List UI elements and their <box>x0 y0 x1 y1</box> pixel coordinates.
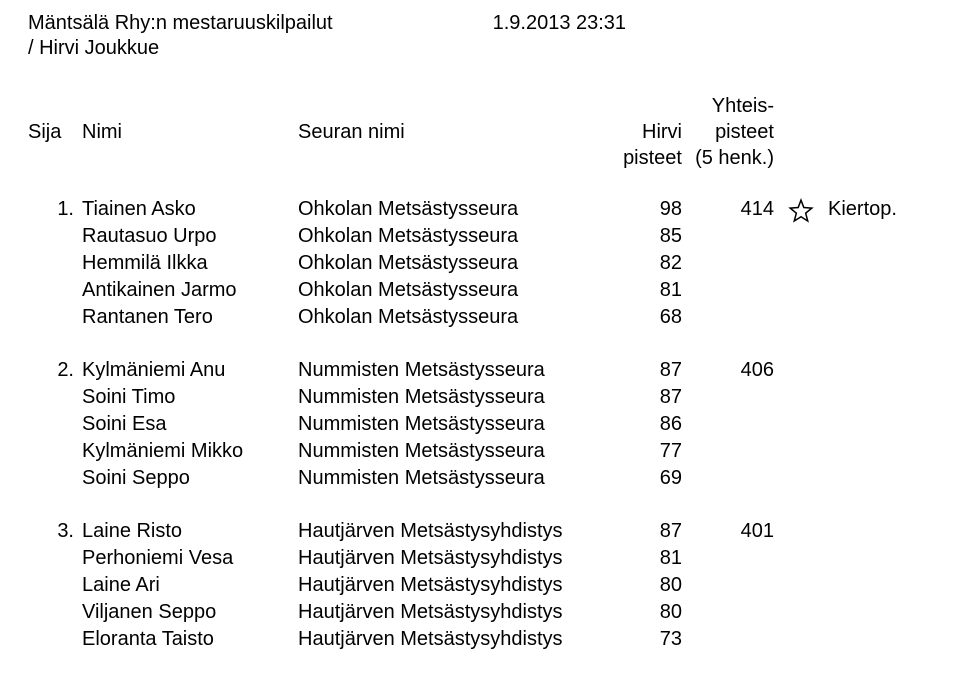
score-cell: 87 <box>612 520 682 543</box>
col-header-pisteet1: pisteet <box>612 147 682 170</box>
name-cell: Antikainen Jarmo <box>82 279 292 302</box>
col-header-yhteis: Yhteis- <box>694 95 774 118</box>
team-score-cell: 406 <box>694 359 774 382</box>
star-icon <box>788 198 814 224</box>
score-cell: 87 <box>612 359 682 382</box>
name-cell: Tiainen Asko <box>82 198 292 221</box>
club-cell: Hautjärven Metsästysyhdistys <box>298 520 598 543</box>
team-score-cell: 401 <box>694 520 774 543</box>
col-header-pisteet2: pisteet <box>694 121 774 144</box>
rank-cell: 3. <box>28 520 74 543</box>
result-row: 2. Kylmäniemi Anu Nummisten Metsästysseura… <box>28 359 931 386</box>
club-cell: Nummisten Metsästysseura <box>298 413 598 436</box>
note-cell: Kiertop. <box>828 198 928 221</box>
score-cell: 87 <box>612 386 682 409</box>
name-cell: Eloranta Taisto <box>82 628 292 651</box>
name-cell: Rantanen Tero <box>82 306 292 329</box>
club-cell: Ohkolan Metsästysseura <box>298 306 598 329</box>
col-header-nimi: Nimi <box>82 121 122 144</box>
score-cell: 81 <box>612 547 682 570</box>
name-cell: Kylmäniemi Mikko <box>82 440 292 463</box>
club-cell: Hautjärven Metsästysyhdistys <box>298 574 598 597</box>
result-row: Antikainen Jarmo Ohkolan Metsästysseura 81 <box>28 279 931 306</box>
club-cell: Ohkolan Metsästysseura <box>298 279 598 302</box>
score-cell: 85 <box>612 225 682 248</box>
result-row: Rantanen Tero Ohkolan Metsästysseura 68 <box>28 306 931 333</box>
score-cell: 82 <box>612 252 682 275</box>
club-cell: Ohkolan Metsästysseura <box>298 252 598 275</box>
col-header-sija: Sija <box>28 121 61 144</box>
score-cell: 77 <box>612 440 682 463</box>
name-cell: Laine Ari <box>82 574 292 597</box>
name-cell: Laine Risto <box>82 520 292 543</box>
name-cell: Hemmilä Ilkka <box>82 252 292 275</box>
page-root: Mäntsälä Rhy:n mestaruuskilpailut 1.9.20… <box>0 0 959 692</box>
result-row: Perhoniemi Vesa Hautjärven Metsästysyhdis… <box>28 547 931 574</box>
club-cell: Nummisten Metsästysseura <box>298 386 598 409</box>
club-cell: Hautjärven Metsästysyhdistys <box>298 601 598 624</box>
club-cell: Hautjärven Metsästysyhdistys <box>298 628 598 651</box>
result-row: Eloranta Taisto Hautjärven Metsästysyhdis… <box>28 628 931 655</box>
team-score-cell: 414 <box>694 198 774 221</box>
result-row: Hemmilä Ilkka Ohkolan Metsästysseura 82 <box>28 252 931 279</box>
club-cell: Nummisten Metsästysseura <box>298 467 598 490</box>
score-cell: 80 <box>612 601 682 624</box>
name-cell: Rautasuo Urpo <box>82 225 292 248</box>
result-row: 3. Laine Risto Hautjärven Metsästysyhdisty… <box>28 520 931 547</box>
club-cell: Ohkolan Metsästysseura <box>298 198 598 221</box>
result-row: Kylmäniemi Mikko Nummisten Metsästysseura… <box>28 440 931 467</box>
score-cell: 86 <box>612 413 682 436</box>
name-cell: Perhoniemi Vesa <box>82 547 292 570</box>
col-header-seura: Seuran nimi <box>298 121 405 144</box>
score-cell: 80 <box>612 574 682 597</box>
score-cell: 73 <box>612 628 682 651</box>
name-cell: Soini Esa <box>82 413 292 436</box>
page-title-line1: Mäntsälä Rhy:n mestaruuskilpailut <box>28 12 333 35</box>
result-group: 1. Tiainen Asko Ohkolan Metsästysseura 98 41… <box>28 198 931 333</box>
rank-cell: 1. <box>28 198 74 221</box>
page-datetime: 1.9.2013 23:31 <box>493 12 626 35</box>
name-cell: Kylmäniemi Anu <box>82 359 292 382</box>
club-cell: Ohkolan Metsästysseura <box>298 225 598 248</box>
col-header-hirvi: Hirvi <box>612 121 682 144</box>
result-row: Soini Esa Nummisten Metsästysseura 86 <box>28 413 931 440</box>
result-row: Soini Seppo Nummisten Metsästysseura 69 <box>28 467 931 494</box>
name-cell: Soini Timo <box>82 386 292 409</box>
results-groups: 1. Tiainen Asko Ohkolan Metsästysseura 98 41… <box>28 198 931 681</box>
score-cell: 68 <box>612 306 682 329</box>
club-cell: Nummisten Metsästysseura <box>298 440 598 463</box>
result-row: 1. Tiainen Asko Ohkolan Metsästysseura 98 41… <box>28 198 931 225</box>
result-row: Viljanen Seppo Hautjärven Metsästysyhdist… <box>28 601 931 628</box>
col-header-henk: (5 henk.) <box>694 147 774 170</box>
score-cell: 81 <box>612 279 682 302</box>
score-cell: 98 <box>612 198 682 221</box>
club-cell: Hautjärven Metsästysyhdistys <box>298 547 598 570</box>
page-title-line2: / Hirvi Joukkue <box>28 37 931 60</box>
name-cell: Soini Seppo <box>82 467 292 490</box>
club-cell: Nummisten Metsästysseura <box>298 359 598 382</box>
result-row: Rautasuo Urpo Ohkolan Metsästysseura 85 <box>28 225 931 252</box>
score-cell: 69 <box>612 467 682 490</box>
result-row: Laine Ari Hautjärven Metsästysyhdistys 80 <box>28 574 931 601</box>
rank-cell: 2. <box>28 359 74 382</box>
result-group: 2. Kylmäniemi Anu Nummisten Metsästysseura… <box>28 359 931 494</box>
result-row: Soini Timo Nummisten Metsästysseura 87 <box>28 386 931 413</box>
result-group: 3. Laine Risto Hautjärven Metsästysyhdisty… <box>28 520 931 655</box>
header-row: Mäntsälä Rhy:n mestaruuskilpailut 1.9.20… <box>28 12 931 35</box>
name-cell: Viljanen Seppo <box>82 601 292 624</box>
